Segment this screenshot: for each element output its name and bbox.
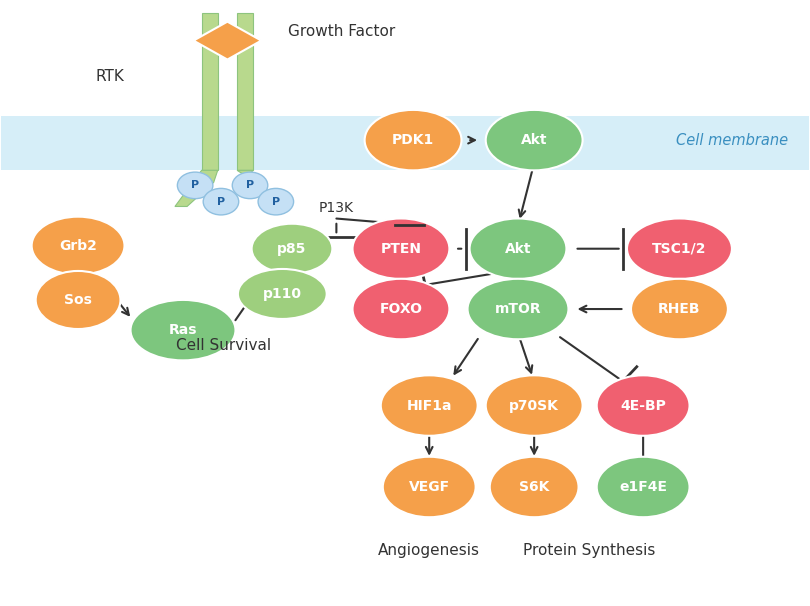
Text: Sos: Sos [64,293,92,307]
Ellipse shape [486,110,582,170]
Ellipse shape [130,300,236,361]
Ellipse shape [467,279,569,339]
Circle shape [203,188,239,215]
Circle shape [232,172,268,199]
Text: FOXO: FOXO [379,302,423,316]
Ellipse shape [352,219,450,279]
Ellipse shape [381,375,478,436]
Text: p110: p110 [262,287,302,301]
Text: p70SK: p70SK [509,399,559,413]
Polygon shape [237,13,254,170]
Polygon shape [202,13,218,170]
Circle shape [177,172,213,199]
Text: HIF1a: HIF1a [407,399,452,413]
Text: TSC1/2: TSC1/2 [652,242,706,256]
Ellipse shape [383,457,475,517]
Text: Akt: Akt [505,242,531,256]
Text: PTEN: PTEN [381,242,421,256]
Ellipse shape [238,269,326,319]
Text: Cell Survival: Cell Survival [176,338,271,353]
Text: Angiogenesis: Angiogenesis [378,543,480,558]
Text: P13K: P13K [319,201,354,215]
Text: Grb2: Grb2 [59,239,97,253]
Ellipse shape [36,271,121,329]
Circle shape [258,188,293,215]
FancyBboxPatch shape [2,116,808,170]
Ellipse shape [490,457,578,517]
Polygon shape [237,170,292,207]
Ellipse shape [252,224,332,274]
Text: Protein Synthesis: Protein Synthesis [523,543,655,558]
Ellipse shape [631,279,728,339]
Text: mTOR: mTOR [495,302,541,316]
Text: P: P [272,197,280,207]
Text: Growth Factor: Growth Factor [288,24,395,39]
Text: p85: p85 [277,242,307,256]
Text: S6K: S6K [519,480,549,494]
Text: 4E-BP: 4E-BP [620,399,666,413]
Polygon shape [175,170,218,207]
Ellipse shape [627,219,732,279]
Text: Ras: Ras [168,323,198,337]
Text: P: P [217,197,225,207]
Ellipse shape [470,219,566,279]
Text: P: P [191,181,199,190]
Ellipse shape [597,457,689,517]
Polygon shape [194,22,262,59]
Text: e1F4E: e1F4E [619,480,667,494]
Ellipse shape [32,217,125,275]
Text: Cell membrane: Cell membrane [676,133,788,148]
Ellipse shape [486,375,582,436]
Text: PDK1: PDK1 [392,133,434,147]
Ellipse shape [597,375,689,436]
Ellipse shape [364,110,462,170]
Text: P: P [246,181,254,190]
Text: RTK: RTK [96,69,125,84]
Text: RHEB: RHEB [659,302,701,316]
Ellipse shape [352,279,450,339]
Text: VEGF: VEGF [409,480,450,494]
Text: Akt: Akt [521,133,548,147]
